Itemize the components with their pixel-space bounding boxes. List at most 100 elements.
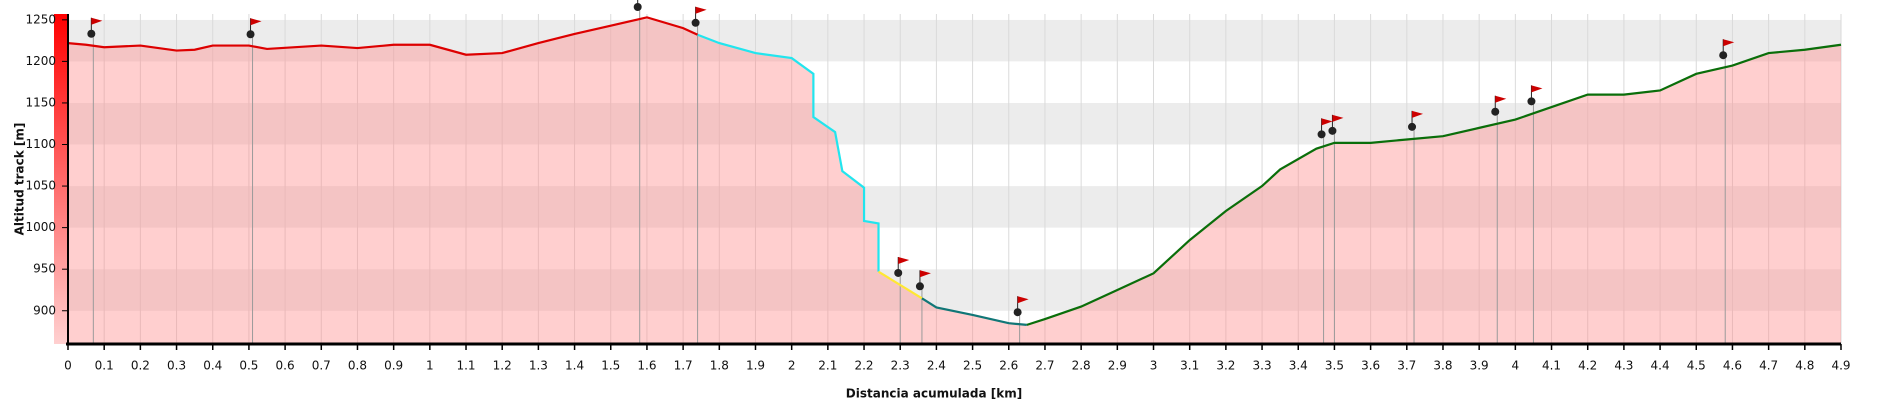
elevation-line — [921, 297, 1027, 326]
y-tick-label: 1250 — [25, 12, 56, 26]
x-tick-label: 4.2 — [1578, 359, 1597, 373]
grid-band — [68, 269, 1841, 311]
x-tick-label: 2.3 — [891, 359, 910, 373]
altitude-scale-bar — [54, 14, 68, 344]
x-tick-label: 3.5 — [1325, 359, 1344, 373]
x-tick-label: 1 — [426, 359, 434, 373]
x-tick-label: 4.3 — [1614, 359, 1633, 373]
x-tick-label: 4.6 — [1723, 359, 1742, 373]
waypoint-flag — [1412, 110, 1424, 118]
x-tick-label: 2.1 — [818, 359, 837, 373]
x-tick-label: 2.9 — [1108, 359, 1127, 373]
x-tick-label: 4.7 — [1759, 359, 1778, 373]
y-axis-title: Altitud track [m] — [13, 123, 27, 236]
waypoint — [633, 0, 642, 344]
waypoint — [894, 256, 910, 344]
x-tick-label: 2.7 — [1035, 359, 1054, 373]
y-tick-label: 1050 — [25, 179, 56, 193]
x-tick-label: 0.8 — [348, 359, 367, 373]
x-tick-label: 2.6 — [999, 359, 1018, 373]
grid-band — [68, 186, 1841, 228]
waypoint — [246, 18, 262, 344]
x-tick-label: 2 — [788, 359, 796, 373]
plot-background — [68, 14, 1841, 344]
waypoint — [1013, 296, 1029, 344]
waypoint-flag — [1332, 114, 1344, 122]
waypoint-flag — [91, 17, 103, 25]
x-tick-label: 1.8 — [710, 359, 729, 373]
x-tick-label: 3.4 — [1289, 359, 1308, 373]
y-tick-label: 1100 — [25, 137, 56, 151]
x-tick-label: 0.2 — [131, 359, 150, 373]
x-tick-label: 0.4 — [203, 359, 222, 373]
grid-band — [68, 19, 1841, 62]
grid-band — [68, 14, 1841, 20]
elevation-line — [1026, 43, 1842, 326]
x-tick-label: 4 — [1512, 359, 1520, 373]
x-tick-label: 4.5 — [1687, 359, 1706, 373]
x-tick-label: 2.5 — [963, 359, 982, 373]
x-tick-label: 2.2 — [854, 359, 873, 373]
waypoint — [691, 6, 707, 344]
x-tick-label: 3.6 — [1361, 359, 1380, 373]
y-tick-label: 900 — [33, 303, 56, 317]
x-tick-label: 3.7 — [1397, 359, 1416, 373]
elevation-area — [1026, 44, 1841, 344]
x-tick-label: 1.1 — [456, 359, 475, 373]
elevation-line — [697, 33, 880, 272]
x-tick-label: 0.3 — [167, 359, 186, 373]
x-tick-label: 3.2 — [1216, 359, 1235, 373]
x-tick-label: 4.1 — [1542, 359, 1561, 373]
x-tick-label: 3.8 — [1433, 359, 1452, 373]
waypoint — [87, 17, 103, 344]
waypoint — [915, 270, 931, 344]
waypoint-flag — [898, 256, 910, 264]
x-axis-title: Distancia acumulada [km] — [846, 387, 1022, 401]
x-tick-label: 2.8 — [1072, 359, 1091, 373]
grid-band — [68, 144, 1841, 187]
x-tick-label: 1.4 — [565, 359, 584, 373]
waypoint — [1719, 39, 1735, 344]
x-tick-label: 4.4 — [1651, 359, 1670, 373]
x-tick-label: 3.1 — [1180, 359, 1199, 373]
waypoint — [1408, 110, 1424, 344]
elevation-area — [697, 34, 879, 345]
x-tick-label: 0.9 — [384, 359, 403, 373]
grid-band — [68, 227, 1841, 270]
x-tick-label: 3.3 — [1253, 359, 1272, 373]
elevation-line — [67, 16, 699, 56]
x-tick-label: 3 — [1150, 359, 1158, 373]
waypoint-flag — [1531, 85, 1543, 93]
x-tick-label: 1.7 — [674, 359, 693, 373]
x-tick-label: 1.9 — [746, 359, 765, 373]
x-tick-label: 1.3 — [529, 359, 548, 373]
waypoint-flag — [695, 6, 707, 14]
x-tick-label: 4.8 — [1795, 359, 1814, 373]
x-tick-label: 0.6 — [276, 359, 295, 373]
x-tick-label: 0.7 — [312, 359, 331, 373]
x-tick-label: 3.9 — [1470, 359, 1489, 373]
waypoint-flag — [919, 270, 931, 278]
elevation-line — [877, 270, 923, 300]
x-tick-label: 0.1 — [95, 359, 114, 373]
y-tick-label: 1150 — [25, 95, 56, 109]
x-tick-label: 0.5 — [239, 359, 258, 373]
waypoint — [1491, 95, 1507, 344]
x-tick-label: 0 — [64, 359, 72, 373]
grid-band — [68, 61, 1841, 103]
waypoint-flag — [1495, 95, 1507, 103]
x-tick-label: 4.9 — [1831, 359, 1850, 373]
x-tick-label: 1.2 — [493, 359, 512, 373]
waypoint — [1527, 85, 1543, 344]
waypoint-flag — [1321, 118, 1333, 126]
waypoint — [1328, 114, 1344, 344]
x-tick-label: 1.5 — [601, 359, 620, 373]
elevation-area — [68, 17, 698, 344]
x-tick-label: 2.4 — [927, 359, 946, 373]
waypoint-flag — [250, 18, 262, 26]
grid-band — [68, 310, 1841, 344]
x-tick-label: 1.6 — [637, 359, 656, 373]
y-tick-label: 1000 — [25, 220, 56, 234]
waypoint-flag — [1017, 296, 1029, 304]
